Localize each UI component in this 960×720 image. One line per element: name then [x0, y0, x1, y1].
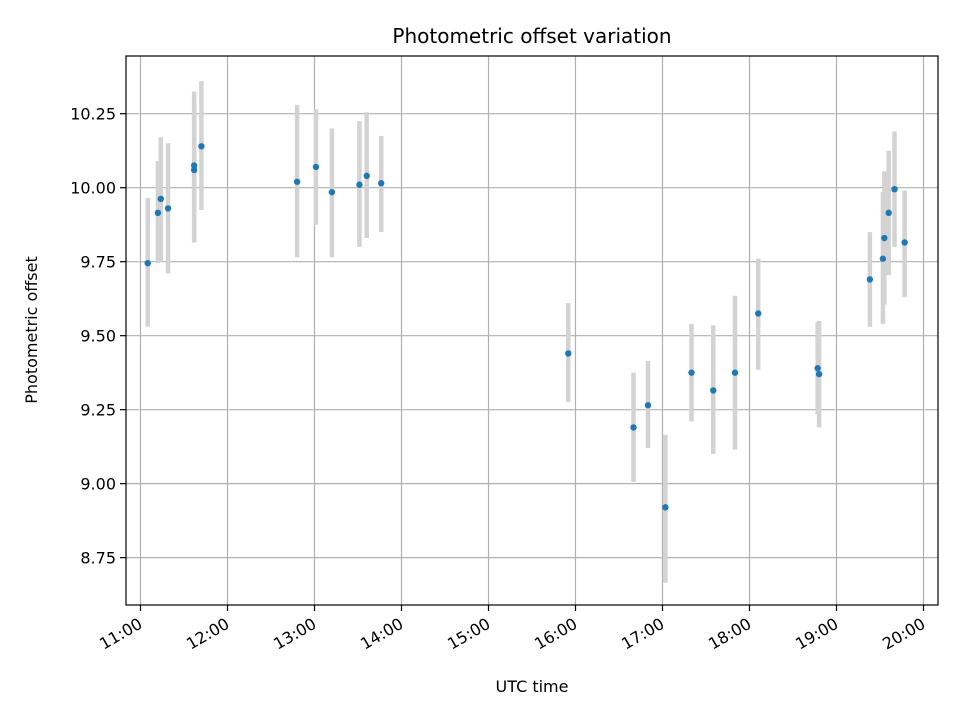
data-point [662, 504, 669, 511]
data-point [901, 239, 908, 246]
data-point [312, 163, 320, 171]
data-point [815, 370, 823, 378]
data-point [866, 276, 874, 283]
data-point [328, 188, 336, 196]
y-tick-label: 9.75 [80, 253, 116, 272]
data-point [891, 185, 898, 193]
data-point [356, 181, 363, 188]
data-point [630, 424, 637, 431]
data-point [565, 350, 572, 357]
plot-frame [125, 55, 939, 606]
x-axis-label: UTC time [496, 677, 569, 696]
data-point [885, 209, 892, 217]
data-point [198, 143, 205, 150]
data-point [879, 255, 887, 262]
data-point [755, 310, 762, 317]
plot-background [126, 56, 938, 605]
y-tick-label: 10.25 [70, 105, 116, 124]
grid-lines [126, 56, 938, 605]
y-tick-label: 10.00 [70, 179, 116, 198]
plot-area [125, 55, 939, 606]
data-point [190, 162, 198, 169]
y-tick-label: 9.50 [80, 327, 116, 346]
data-point [363, 172, 370, 180]
data-point [144, 259, 151, 267]
y-axis-ticks: 8.75 9.00 9.25 9.50 9.75 10.00 10.25 [70, 105, 126, 568]
data-point [164, 205, 172, 212]
data-point [731, 369, 739, 376]
y-tick-label: 9.00 [80, 475, 116, 494]
data-point [710, 387, 717, 394]
data-points [144, 143, 908, 511]
data-point [688, 369, 695, 376]
data-point [190, 166, 198, 174]
data-point [378, 180, 385, 187]
y-tick-label: 8.75 [80, 549, 116, 568]
data-point [154, 209, 162, 217]
y-axis-label: Photometric offset [22, 256, 41, 404]
chart-title: Photometric offset variation [392, 24, 671, 48]
data-point [881, 234, 888, 242]
data-point [644, 402, 652, 409]
data-point [814, 365, 821, 372]
y-tick-label: 9.25 [80, 401, 116, 420]
data-point [157, 195, 164, 203]
data-point [293, 178, 301, 185]
